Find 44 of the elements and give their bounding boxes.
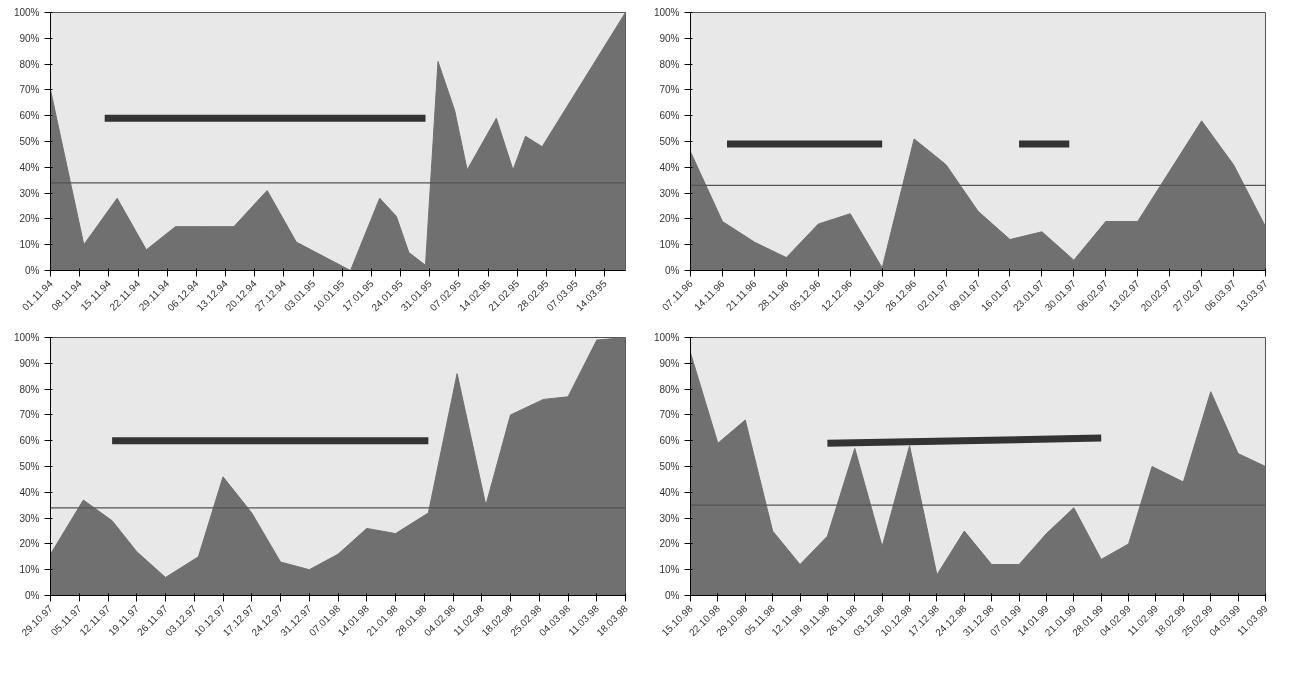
y-tick-label: 30% <box>19 187 40 199</box>
y-tick-label: 10% <box>659 564 680 576</box>
y-tick-label: 100% <box>13 332 40 343</box>
y-tick-label: 20% <box>19 538 40 550</box>
y-tick-label: 80% <box>19 383 40 395</box>
y-tick-label: 50% <box>19 461 40 472</box>
y-tick-label: 60% <box>659 110 680 122</box>
y-tick-label: 0% <box>665 265 680 276</box>
y-tick-label: 10% <box>659 239 680 251</box>
y-tick-label: 80% <box>659 58 680 70</box>
y-tick-label: 40% <box>19 486 40 498</box>
y-tick-label: 60% <box>19 435 40 447</box>
y-tick-label: 30% <box>19 512 40 524</box>
y-tick-label: 70% <box>19 409 40 421</box>
y-tick-label: 50% <box>659 136 680 147</box>
y-tick-label: 10% <box>19 564 40 576</box>
y-tick-label: 40% <box>19 161 40 173</box>
y-tick-label: 50% <box>659 461 680 472</box>
y-tick-label: 100% <box>653 7 680 18</box>
y-tick-label: 0% <box>25 590 40 601</box>
y-tick-label: 100% <box>653 332 680 343</box>
y-tick-label: 70% <box>659 409 680 421</box>
y-tick-label: 40% <box>659 486 680 498</box>
y-tick-label: 0% <box>25 265 40 276</box>
y-tick-label: 60% <box>659 435 680 447</box>
y-tick-label: 20% <box>659 213 680 225</box>
y-tick-label: 70% <box>659 84 680 96</box>
y-tick-label: 40% <box>659 161 680 173</box>
y-tick-label: 90% <box>19 32 40 44</box>
y-tick-label: 80% <box>19 58 40 70</box>
y-tick-label: 0% <box>665 590 680 601</box>
y-tick-label: 10% <box>19 239 40 251</box>
y-tick-label: 100% <box>13 7 40 18</box>
y-tick-label: 30% <box>659 187 680 199</box>
y-tick-label: 80% <box>659 383 680 395</box>
y-tick-label: 30% <box>659 512 680 524</box>
y-tick-label: 20% <box>19 213 40 225</box>
y-tick-label: 90% <box>659 357 680 369</box>
y-tick-label: 60% <box>19 110 40 122</box>
y-tick-label: 50% <box>19 136 40 147</box>
y-tick-label: 90% <box>19 357 40 369</box>
y-tick-label: 20% <box>659 538 680 550</box>
y-tick-label: 90% <box>659 32 680 44</box>
y-tick-label: 70% <box>19 84 40 96</box>
